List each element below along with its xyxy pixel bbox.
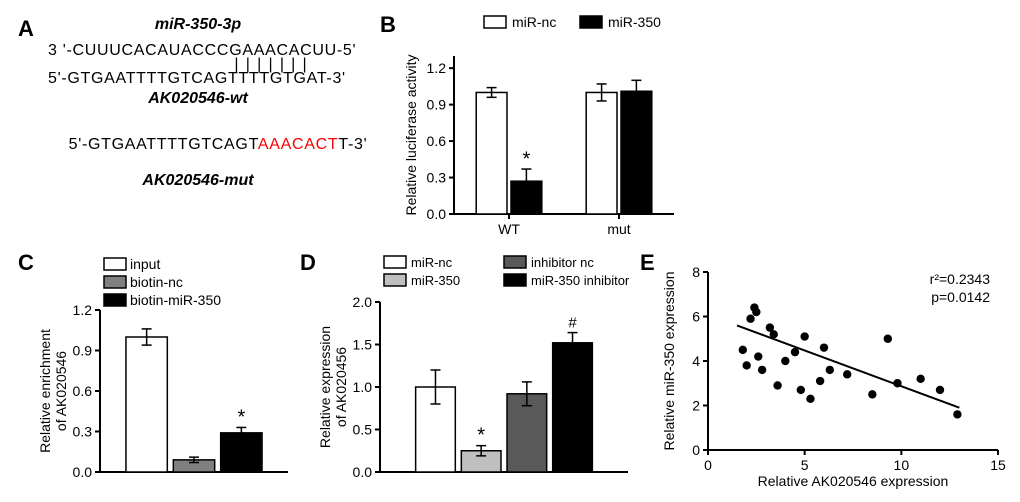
mir-title: miR-350-3p: [48, 16, 348, 34]
svg-text:Relative miR-350 expression: Relative miR-350 expression: [661, 272, 677, 451]
svg-text:Relative expression: Relative expression: [317, 326, 333, 448]
panel-e-chart: 0 2 4 6 8 0 5 10 15 Relative AK020546 expression R…: [660, 252, 1010, 490]
svg-text:miR-350: miR-350: [411, 273, 460, 288]
scatter-e: 0 2 4 6 8 0 5 10 15 Relative AK020546 expression R…: [660, 252, 1010, 490]
svg-text:8: 8: [692, 264, 700, 280]
svg-text:1.2: 1.2: [427, 60, 447, 76]
panel-a-sequences: miR-350-3p 3 '-CUUUCACAUACCCGAAACACUU-5'…: [48, 16, 348, 190]
svg-text:15: 15: [990, 457, 1006, 473]
panel-label-a: A: [18, 16, 34, 42]
wt-title: AK020546-wt: [48, 90, 348, 108]
svg-text:0.0: 0.0: [73, 464, 93, 480]
svg-text:6: 6: [692, 309, 700, 325]
svg-text:0.5: 0.5: [353, 422, 373, 438]
barchart-d: 0.0 0.5 1.0 1.5 2.0 Relative expressionof AK0…: [316, 252, 636, 490]
svg-text:biotin-nc: biotin-nc: [130, 274, 183, 290]
barchart-c: 0.0 0.3 0.6 0.9 1.2 Relative enrichmentof AK0…: [36, 252, 296, 490]
svg-text:2: 2: [692, 398, 700, 414]
seq-pair: |||||||: [48, 60, 348, 70]
svg-text:10: 10: [894, 457, 910, 473]
panel-b-chart: 0.0 0.3 0.6 0.9 1.2 Relative luciferase activ…: [400, 10, 680, 242]
svg-text:0.6: 0.6: [73, 383, 93, 399]
svg-text:r²=0.2343: r²=0.2343: [930, 271, 991, 287]
svg-text:2.0: 2.0: [353, 294, 373, 310]
svg-text:WT: WT: [498, 221, 520, 237]
svg-text:1.2: 1.2: [73, 302, 93, 318]
panel-label-e: E: [640, 250, 655, 276]
svg-text:0.0: 0.0: [353, 464, 373, 480]
svg-text:biotin-miR-350: biotin-miR-350: [130, 292, 221, 308]
svg-text:miR-350: miR-350: [608, 14, 661, 30]
svg-text:4: 4: [692, 353, 700, 369]
svg-text:5: 5: [801, 457, 809, 473]
svg-text:miR-nc: miR-nc: [512, 14, 556, 30]
svg-text:0.3: 0.3: [427, 170, 447, 186]
svg-text:0.3: 0.3: [73, 424, 93, 440]
svg-text:0: 0: [692, 442, 700, 458]
svg-text:1.5: 1.5: [353, 337, 373, 353]
seq-mut: 5'-GTGAATTTTGTCAGTAAACACTT-3': [48, 118, 348, 172]
svg-text:miR-nc: miR-nc: [411, 255, 453, 270]
svg-text:mut: mut: [607, 221, 630, 237]
svg-text:*: *: [477, 424, 485, 446]
svg-text:Relative AK020546 expression: Relative AK020546 expression: [758, 473, 949, 489]
svg-text:Relative luciferase activity: Relative luciferase activity: [403, 54, 419, 215]
panel-c-chart: 0.0 0.3 0.6 0.9 1.2 Relative enrichmentof AK0…: [36, 252, 296, 490]
svg-text:input: input: [130, 256, 160, 272]
svg-text:of AK020546: of AK020546: [53, 351, 69, 431]
panel-label-c: C: [18, 250, 34, 276]
svg-text:*: *: [523, 148, 531, 170]
panel-d-chart: 0.0 0.5 1.0 1.5 2.0 Relative expressionof AK0…: [316, 252, 636, 490]
svg-text:0.9: 0.9: [73, 343, 93, 359]
svg-text:0.9: 0.9: [427, 97, 447, 113]
svg-text:Relative enrichment: Relative enrichment: [37, 329, 53, 453]
svg-text:0.0: 0.0: [427, 206, 447, 222]
svg-text:0: 0: [704, 457, 712, 473]
svg-text:#: #: [568, 315, 577, 332]
seq-wt: 5'-GTGAATTTTGTCAGTTTTGTGAT-3': [48, 70, 348, 88]
svg-text:1.0: 1.0: [353, 379, 373, 395]
panel-label-b: B: [380, 12, 396, 38]
svg-text:0.6: 0.6: [427, 133, 447, 149]
svg-text:inhibitor nc: inhibitor nc: [531, 255, 594, 270]
svg-text:of AK020456: of AK020456: [333, 347, 349, 427]
barchart-b: 0.0 0.3 0.6 0.9 1.2 Relative luciferase activ…: [400, 10, 680, 242]
mut-title: AK020546-mut: [48, 172, 348, 190]
panel-label-d: D: [300, 250, 316, 276]
svg-text:p=0.0142: p=0.0142: [931, 289, 990, 305]
svg-text:*: *: [237, 406, 245, 428]
svg-text:miR-350 inhibitor: miR-350 inhibitor: [531, 273, 630, 288]
